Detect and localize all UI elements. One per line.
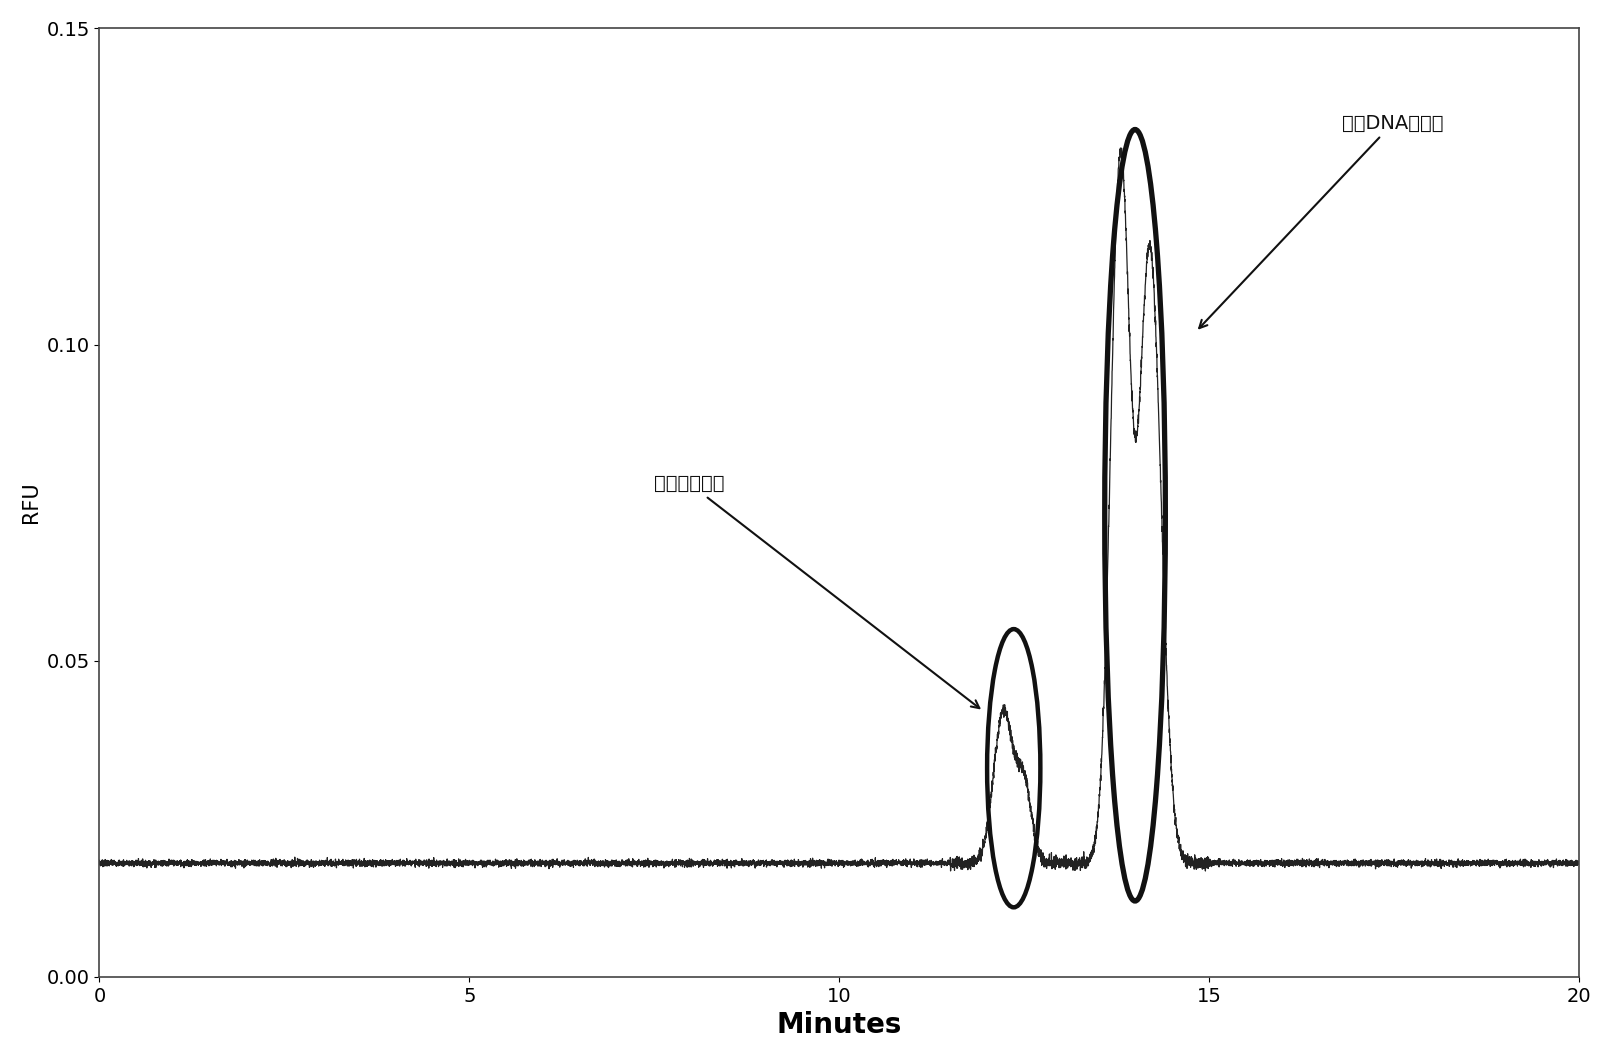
Text: 游离DNA峰面积: 游离DNA峰面积 xyxy=(1199,113,1444,329)
X-axis label: Minutes: Minutes xyxy=(777,1011,901,1039)
Y-axis label: RFU: RFU xyxy=(21,481,40,524)
Text: 复合物峰面积: 复合物峰面积 xyxy=(654,474,980,708)
